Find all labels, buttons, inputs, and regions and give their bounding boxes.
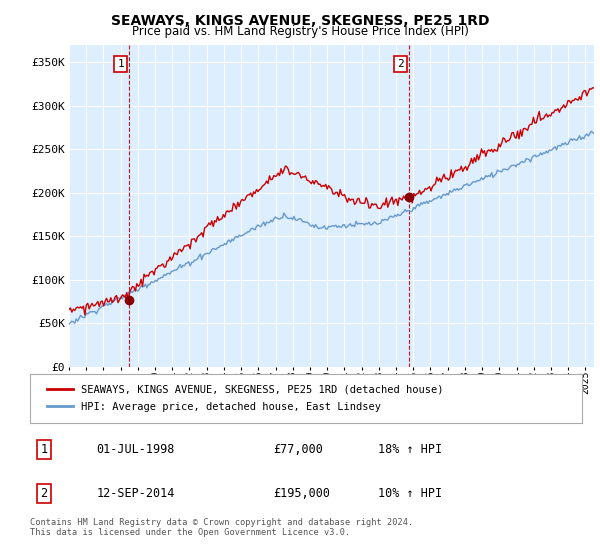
Text: £77,000: £77,000 [273,443,323,456]
Text: £195,000: £195,000 [273,487,330,500]
Text: Contains HM Land Registry data © Crown copyright and database right 2024.
This d: Contains HM Land Registry data © Crown c… [30,518,413,538]
Text: 18% ↑ HPI: 18% ↑ HPI [378,443,442,456]
Text: 2: 2 [397,59,404,69]
Text: SEAWAYS, KINGS AVENUE, SKEGNESS, PE25 1RD: SEAWAYS, KINGS AVENUE, SKEGNESS, PE25 1R… [111,14,489,28]
Text: 10% ↑ HPI: 10% ↑ HPI [378,487,442,500]
Text: 1: 1 [40,443,47,456]
Text: 01-JUL-1998: 01-JUL-1998 [96,443,175,456]
Legend: SEAWAYS, KINGS AVENUE, SKEGNESS, PE25 1RD (detached house), HPI: Average price, : SEAWAYS, KINGS AVENUE, SKEGNESS, PE25 1R… [41,378,450,418]
Text: Price paid vs. HM Land Registry's House Price Index (HPI): Price paid vs. HM Land Registry's House … [131,25,469,38]
Text: 2: 2 [40,487,47,500]
Text: 12-SEP-2014: 12-SEP-2014 [96,487,175,500]
Text: 1: 1 [117,59,124,69]
